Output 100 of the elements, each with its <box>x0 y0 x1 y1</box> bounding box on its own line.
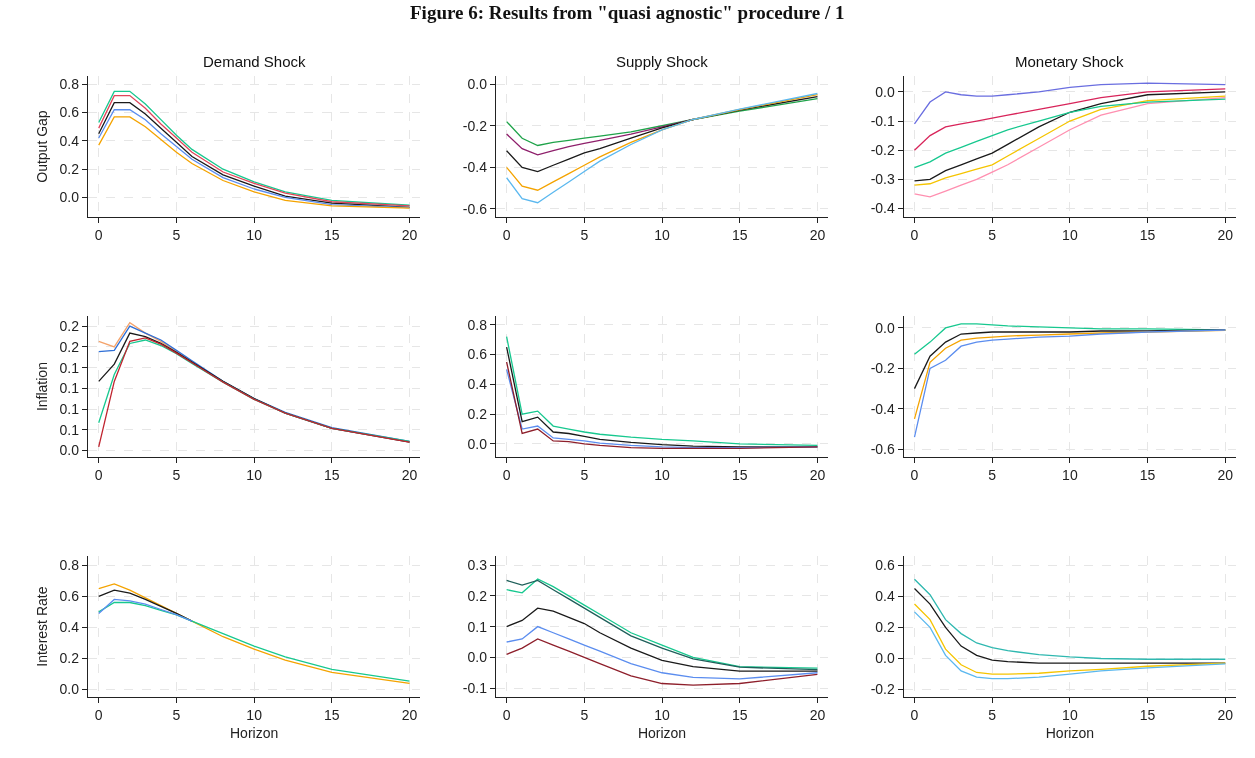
x-tick-label: 0 <box>502 467 511 484</box>
y-tick-label: 0.6 <box>467 346 488 363</box>
y-tick-label: -0.3 <box>870 171 896 188</box>
y-tick-label: 0.0 <box>59 442 80 459</box>
line-series <box>505 638 819 686</box>
x-tick-label: 5 <box>172 467 181 484</box>
x-tick-label: 10 <box>246 467 263 484</box>
y-tick-label: 0.6 <box>59 104 80 121</box>
x-axis-title: Horizon <box>1045 725 1095 742</box>
y-tick-label: 0.2 <box>467 587 488 604</box>
x-tick-label: 5 <box>580 467 589 484</box>
x-tick-label: 20 <box>1217 227 1234 244</box>
x-tick-label: 15 <box>324 467 340 484</box>
x-axis-title: Horizon <box>637 725 687 742</box>
line-series <box>913 82 1226 125</box>
y-tick-label: 0.1 <box>59 359 80 376</box>
chart-title: Demand Shock <box>203 53 307 70</box>
y-tick-label: 0.8 <box>59 557 80 574</box>
x-tick-label: 5 <box>172 707 181 724</box>
y-tick-label: 0.6 <box>59 588 80 605</box>
y-tick-label: 0.2 <box>59 161 80 178</box>
y-tick-label: 0.0 <box>467 435 488 452</box>
x-tick-label: 20 <box>401 707 418 724</box>
line-series <box>913 578 1226 660</box>
y-tick-label: -0.1 <box>870 112 896 129</box>
x-axis-title: Horizon <box>230 725 279 742</box>
x-tick-label: 5 <box>580 227 589 244</box>
y-tick-label: 0.2 <box>875 619 896 636</box>
y-tick-label: 0.0 <box>467 76 488 93</box>
x-tick-label: 15 <box>731 227 748 244</box>
y-tick-label: 0.4 <box>467 376 488 393</box>
x-tick-label: 0 <box>910 467 919 484</box>
x-tick-label: 5 <box>172 227 181 244</box>
y-tick-label: 0.3 <box>467 557 488 573</box>
y-tick-label: 0.2 <box>59 650 80 667</box>
y-tick-label: 0.0 <box>467 649 488 666</box>
x-tick-label: 0 <box>94 707 103 724</box>
y-tick-label: 0.8 <box>467 316 488 333</box>
caption: Figure 6: Results from "quasi agnostic" procedure / 1 <box>410 2 845 23</box>
y-tick-label: 0.0 <box>875 83 896 100</box>
line-series <box>505 607 819 672</box>
x-tick-label: 5 <box>988 467 997 484</box>
x-tick-label: 15 <box>1139 227 1156 244</box>
chart-title: Supply Shock <box>616 53 709 70</box>
x-tick-label: 10 <box>246 227 263 244</box>
x-tick-label: 10 <box>1062 467 1078 484</box>
x-tick-label: 5 <box>580 707 589 724</box>
x-tick-label: 15 <box>324 707 340 724</box>
line-series <box>505 98 819 147</box>
y-tick-label: -0.2 <box>462 117 488 134</box>
y-tick-label: 0.0 <box>875 319 896 336</box>
x-tick-label: 10 <box>654 227 671 244</box>
x-tick-label: 5 <box>988 707 997 724</box>
x-tick-label: 15 <box>324 227 340 244</box>
line-series <box>913 98 1226 169</box>
x-tick-label: 20 <box>1217 467 1234 484</box>
y-tick-label: 0.2 <box>59 338 80 355</box>
y-tick-label: 0.6 <box>875 557 896 574</box>
x-tick-label: 0 <box>502 707 511 724</box>
line-series <box>913 329 1226 438</box>
y-axis-title: Inflation <box>34 362 51 412</box>
line-series <box>505 625 819 680</box>
x-tick-label: 15 <box>731 707 748 724</box>
y-tick-label: -0.2 <box>870 681 896 698</box>
line-series <box>913 611 1226 680</box>
x-tick-label: 10 <box>654 707 671 724</box>
x-tick-label: 15 <box>1139 707 1156 724</box>
y-tick-label: -0.6 <box>870 441 896 458</box>
line-series <box>98 583 411 685</box>
x-tick-label: 20 <box>809 467 826 484</box>
x-tick-label: 15 <box>1139 467 1156 484</box>
line-series <box>505 118 694 156</box>
y-tick-label: 0.1 <box>59 380 80 397</box>
y-tick-label: 0.8 <box>59 76 80 93</box>
chart-title: Monetary Shock <box>1015 53 1124 70</box>
y-axis-title: Interest Rate <box>34 586 51 667</box>
y-tick-label: -0.4 <box>870 400 896 417</box>
x-tick-label: 20 <box>401 467 418 484</box>
x-tick-label: 10 <box>1062 227 1078 244</box>
y-tick-label: -0.4 <box>870 200 896 217</box>
line-series <box>98 601 411 682</box>
y-tick-label: -0.2 <box>870 360 896 377</box>
y-tick-label: -0.6 <box>462 200 488 217</box>
x-tick-label: 10 <box>246 707 263 724</box>
y-tick-label: 0.0 <box>875 650 896 667</box>
y-tick-label: 0.1 <box>59 421 80 438</box>
y-tick-label: 0.4 <box>59 619 80 636</box>
x-tick-label: 0 <box>502 227 511 244</box>
line-series <box>505 95 819 173</box>
y-axis-title: Output Gap <box>34 110 51 183</box>
y-tick-label: 0.2 <box>467 406 488 423</box>
x-tick-label: 15 <box>731 467 748 484</box>
x-tick-label: 10 <box>654 467 671 484</box>
x-tick-label: 20 <box>401 227 418 244</box>
x-tick-label: 0 <box>94 467 103 484</box>
y-tick-label: -0.4 <box>462 159 488 176</box>
x-tick-label: 0 <box>910 227 919 244</box>
x-tick-label: 20 <box>809 707 826 724</box>
x-tick-label: 10 <box>1062 707 1078 724</box>
y-tick-label: 0.4 <box>875 588 896 605</box>
